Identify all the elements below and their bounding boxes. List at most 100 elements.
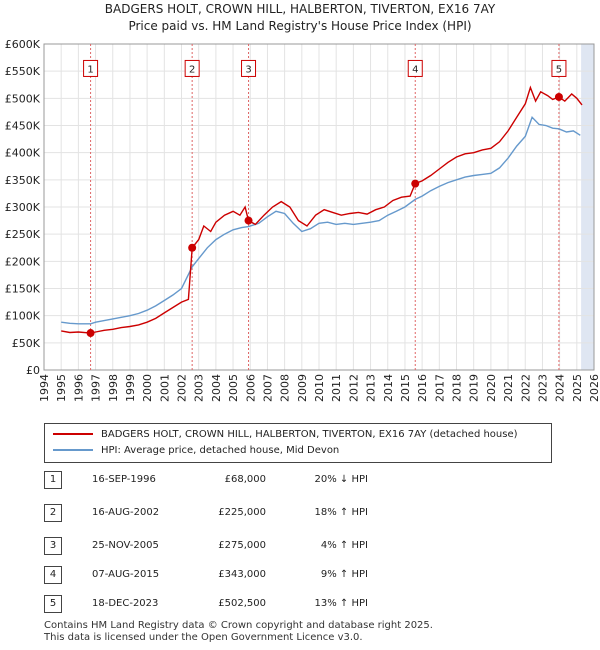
footer-copyright: Contains HM Land Registry data © Crown c…	[44, 620, 433, 631]
sale-hpi-diff: 20% ↓ HPI	[314, 474, 368, 485]
x-tick-label: 2021	[502, 374, 515, 402]
sale-marker-box	[184, 59, 200, 77]
x-tick-label: 2006	[244, 374, 257, 402]
x-tick-label: 2007	[261, 374, 274, 402]
sale-price: £502,500	[218, 598, 266, 609]
x-tick-label: 2026	[588, 374, 600, 402]
sale-price: £225,000	[218, 507, 266, 518]
x-tick-label: 2010	[313, 374, 326, 402]
plot-border	[43, 43, 595, 371]
sale-marker-label: 4	[412, 64, 418, 75]
sale-marker-box	[83, 59, 99, 77]
x-tick-label: 1996	[72, 374, 85, 402]
series-line	[61, 116, 581, 325]
x-tick-label: 2005	[227, 374, 240, 402]
y-tick-label: £500K	[5, 92, 41, 105]
table-row: 4 07-AUG-2015 £343,000 9% ↑ HPI	[44, 566, 584, 584]
sale-hpi-diff: 4% ↑ HPI	[320, 540, 368, 551]
x-tick-label: 2020	[485, 374, 498, 402]
x-tick-label: 1997	[90, 374, 103, 402]
legend-swatch-property	[53, 433, 93, 435]
footer-licence: This data is licensed under the Open Gov…	[44, 632, 363, 643]
sale-point	[244, 216, 253, 225]
sale-hpi-diff: 18% ↑ HPI	[314, 507, 368, 518]
table-row: 1 16-SEP-1996 £68,000 20% ↓ HPI	[44, 471, 584, 489]
x-tick-label: 2004	[210, 374, 223, 402]
table-row: 5 18-DEC-2023 £502,500 13% ↑ HPI	[44, 595, 584, 613]
sale-marker-box	[551, 59, 567, 77]
footer: Contains HM Land Registry data © Crown c…	[44, 620, 433, 644]
sale-marker-label: 1	[87, 64, 93, 75]
x-tick-label: 2000	[141, 374, 154, 402]
legend-item-property: BADGERS HOLT, CROWN HILL, HALBERTON, TIV…	[53, 428, 518, 442]
chart-legend: BADGERS HOLT, CROWN HILL, HALBERTON, TIV…	[44, 423, 552, 463]
series-line	[61, 85, 583, 334]
sale-date: 16-SEP-1996	[92, 474, 156, 485]
x-tick-label: 2024	[554, 374, 567, 402]
x-tick-label: 2016	[416, 374, 429, 402]
x-tick-label: 2011	[330, 374, 343, 402]
sale-marker-label: 2	[189, 64, 195, 75]
sale-date: 18-DEC-2023	[92, 598, 159, 609]
legend-item-hpi: HPI: Average price, detached house, Mid …	[53, 444, 339, 458]
sale-marker-box	[407, 59, 423, 77]
sale-number: 3	[44, 537, 62, 555]
sale-number: 2	[44, 504, 62, 522]
x-tick-label: 1998	[107, 374, 120, 402]
x-tick-label: 2018	[451, 374, 464, 402]
y-tick-label: £400K	[5, 147, 41, 160]
x-tick-label: 2025	[571, 374, 584, 402]
sale-hpi-diff: 13% ↑ HPI	[314, 598, 368, 609]
y-tick-label: £550K	[5, 65, 41, 78]
sale-marker-label: 5	[556, 64, 562, 75]
chart-subtitle: Price paid vs. HM Land Registry's House …	[128, 19, 472, 33]
y-tick-label: £200K	[5, 255, 41, 268]
sale-hpi-diff: 9% ↑ HPI	[320, 569, 368, 580]
y-tick-label: £150K	[5, 283, 41, 296]
sale-point	[554, 92, 563, 101]
x-tick-label: 2019	[468, 374, 481, 402]
x-tick-label: 1995	[55, 374, 68, 402]
y-tick-label: £350K	[5, 174, 41, 187]
y-tick-label: £300K	[5, 201, 41, 214]
legend-label-hpi: HPI: Average price, detached house, Mid …	[101, 445, 340, 456]
x-tick-label: 2023	[536, 374, 549, 402]
sale-price: £275,000	[218, 540, 266, 551]
x-tick-label: 2003	[193, 374, 206, 402]
x-tick-label: 2014	[382, 374, 395, 402]
sale-marker-box	[241, 59, 257, 77]
sale-date: 25-NOV-2005	[92, 540, 159, 551]
chart-title: BADGERS HOLT, CROWN HILL, HALBERTON, TIV…	[104, 2, 496, 16]
sale-date: 07-AUG-2015	[92, 569, 160, 580]
x-tick-label: 2022	[519, 374, 532, 402]
sale-point	[188, 243, 197, 252]
x-tick-label: 2015	[399, 374, 412, 402]
sale-number: 4	[44, 566, 62, 584]
x-tick-label: 2017	[433, 374, 446, 402]
x-tick-label: 2008	[279, 374, 292, 402]
x-tick-label: 1999	[124, 374, 137, 402]
x-tick-label: 2012	[347, 374, 360, 402]
sale-marker-label: 3	[245, 64, 251, 75]
sale-date: 16-AUG-2002	[92, 507, 160, 518]
sale-number: 1	[44, 471, 62, 489]
x-tick-label: 2002	[176, 374, 189, 402]
sale-number: 5	[44, 595, 62, 613]
y-tick-label: £250K	[5, 228, 41, 241]
legend-label-property: BADGERS HOLT, CROWN HILL, HALBERTON, TIV…	[101, 429, 518, 440]
x-tick-label: 1994	[38, 374, 51, 402]
y-tick-label: £0	[26, 364, 40, 377]
legend-swatch-hpi	[53, 449, 93, 451]
y-tick-label: £100K	[5, 310, 41, 323]
sale-price: £343,000	[218, 569, 266, 580]
y-tick-label: £600K	[5, 38, 41, 51]
y-tick-label: £50K	[12, 337, 41, 350]
sale-point	[411, 179, 420, 188]
x-tick-label: 2009	[296, 374, 309, 402]
y-tick-label: £450K	[5, 120, 41, 133]
x-tick-label: 2001	[158, 374, 171, 402]
table-row: 3 25-NOV-2005 £275,000 4% ↑ HPI	[44, 537, 584, 555]
price-chart: £0 £50K £100K £150K £200K £250K £300K £350K £400…	[5, 38, 600, 402]
table-row: 2 16-AUG-2002 £225,000 18% ↑ HPI	[44, 504, 584, 522]
sale-point	[86, 329, 95, 338]
